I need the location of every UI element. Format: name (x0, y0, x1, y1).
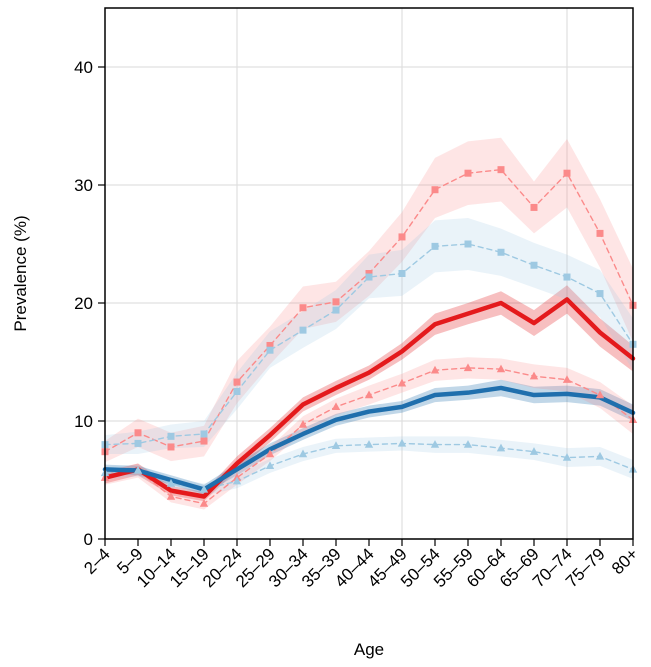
data-point-square (596, 229, 604, 237)
data-point-square (299, 326, 307, 334)
data-point-square (167, 443, 175, 451)
data-point-triangle (166, 479, 176, 487)
y-tick-label: 20 (74, 294, 93, 313)
data-point-triangle (133, 466, 143, 474)
x-tick-label: 2–4 (80, 544, 113, 577)
y-axis-title: Prevalence (%) (11, 215, 30, 331)
confidence-bands (105, 137, 633, 510)
data-point-square (563, 169, 571, 177)
data-point-triangle (430, 440, 440, 448)
data-point-square (464, 240, 472, 248)
data-point-square (233, 388, 241, 395)
data-point-square (530, 261, 538, 269)
data-point-square (233, 378, 241, 386)
data-point-triangle (562, 375, 572, 383)
data-point-square (365, 270, 373, 277)
data-point-square (200, 437, 208, 445)
data-point-triangle (265, 461, 275, 470)
data-point-triangle (595, 451, 605, 460)
x-axis-ticks: 2–4 5–910–1415–1920–2425–2930–3435–3940–4… (80, 539, 642, 591)
data-point-triangle (562, 453, 572, 461)
confidence-band-3 (105, 218, 633, 455)
data-point-square (464, 169, 472, 177)
data-point-square (365, 273, 373, 281)
data-point-square (134, 429, 142, 437)
data-point-square (563, 273, 571, 281)
data-point-triangle (265, 449, 275, 458)
data-point-square (332, 306, 340, 314)
data-point-square (167, 432, 175, 440)
data-point-square (431, 186, 439, 194)
data-point-square (332, 298, 340, 306)
data-point-triangle (364, 440, 374, 448)
data-point-triangle (199, 499, 209, 507)
data-point-square (398, 270, 406, 277)
data-point-triangle (529, 371, 539, 380)
data-point-triangle (298, 420, 308, 428)
data-point-triangle (430, 365, 440, 374)
y-tick-label: 40 (74, 58, 93, 77)
y-axis-ticks: 0 10 20 30 40 (74, 58, 105, 549)
data-point-square (497, 248, 505, 256)
data-point-triangle (397, 438, 407, 447)
data-point-triangle (397, 378, 407, 387)
data-point-triangle (199, 484, 209, 493)
data-point-square (266, 341, 274, 349)
data-point-triangle (232, 476, 242, 485)
data-point-triangle (529, 447, 539, 455)
data-point-triangle (298, 449, 308, 458)
data-point-square (266, 346, 274, 354)
series-line-0 (102, 297, 636, 499)
data-point-square (431, 242, 439, 250)
data-point-triangle (364, 390, 374, 399)
data-point-square (200, 430, 208, 438)
data-point-triangle (331, 441, 341, 449)
data-point-square (299, 304, 307, 312)
x-tick-label: 80+ (608, 544, 642, 578)
data-point-triangle (463, 363, 473, 372)
data-point-square (497, 166, 505, 174)
y-tick-label: 30 (74, 176, 93, 195)
grid-lines (105, 8, 633, 540)
data-point-square (596, 290, 604, 298)
data-point-triangle (331, 402, 341, 411)
data-point-triangle (496, 364, 506, 373)
data-point-square (398, 233, 406, 241)
data-point-triangle (463, 440, 473, 448)
data-point-triangle (595, 390, 605, 399)
y-tick-label: 0 (84, 530, 93, 549)
data-point-triangle (166, 492, 176, 500)
y-tick-label: 10 (74, 412, 93, 431)
x-axis-title: Age (354, 640, 384, 659)
data-point-square (134, 439, 142, 447)
series-line-1 (102, 385, 636, 492)
data-point-triangle (496, 443, 506, 452)
data-point-square (530, 203, 538, 211)
